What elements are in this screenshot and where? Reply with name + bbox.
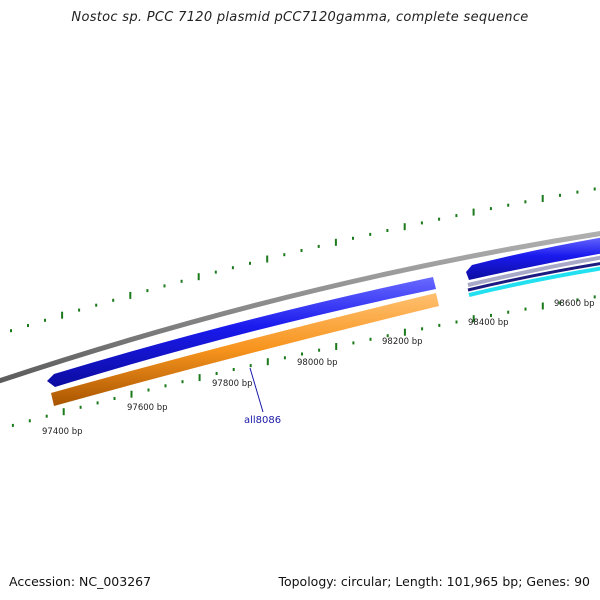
- tick-label-98400: 98400 bp: [468, 318, 509, 328]
- outer-tick: [266, 255, 269, 263]
- outer-tick: [180, 279, 183, 283]
- outer-tick: [369, 232, 372, 236]
- sequence-backbone: [0, 231, 600, 384]
- inner-tick: [181, 380, 184, 384]
- outer-tick: [420, 221, 423, 225]
- inner-tick: [352, 341, 355, 345]
- inner-tick: [386, 334, 389, 338]
- inner-tick: [45, 414, 48, 418]
- inner-tick: [249, 364, 252, 368]
- inner-tick: [455, 320, 458, 324]
- outer-tick: [386, 229, 389, 232]
- cds-feature-all8086[interactable]: [51, 293, 439, 406]
- outer-tick: [27, 324, 29, 327]
- outer-tick: [146, 289, 149, 293]
- inner-tick: [198, 374, 201, 382]
- outer-tick: [197, 273, 200, 281]
- inner-tick: [215, 372, 218, 375]
- inner-tick-ruler: [11, 295, 596, 427]
- inner-tick: [369, 337, 372, 341]
- accession-label: Accession: NC_003267: [9, 574, 152, 589]
- inner-tick: [79, 405, 82, 409]
- inner-tick: [96, 401, 99, 405]
- gene-label-all8086[interactable]: all8086: [244, 415, 281, 426]
- tick-label-97600: 97600 bp: [127, 403, 168, 413]
- inner-tick: [438, 323, 441, 327]
- tick-label-98000: 98000 bp: [297, 358, 338, 368]
- inner-tick: [335, 343, 338, 350]
- tick-label-97400: 97400 bp: [42, 427, 83, 437]
- tick-label-97800: 97800 bp: [212, 379, 253, 389]
- inner-tick: [490, 313, 492, 317]
- inner-tick: [559, 301, 562, 305]
- outer-tick: [455, 214, 458, 218]
- outer-tick: [559, 193, 561, 197]
- gene-feature-right[interactable]: [466, 236, 600, 280]
- outer-tick: [112, 298, 115, 302]
- outer-tick: [352, 236, 354, 240]
- outer-tick: [507, 203, 510, 207]
- inner-tick: [541, 302, 544, 310]
- outer-tick: [489, 207, 492, 211]
- outer-tick: [95, 303, 98, 307]
- outer-tick: [61, 311, 64, 319]
- inner-tick: [524, 307, 527, 311]
- feature-right-grey: [467, 255, 600, 287]
- gene-feature-all8086[interactable]: [47, 277, 436, 387]
- inner-tick: [318, 348, 321, 352]
- outer-tick: [576, 190, 579, 194]
- inner-tick: [301, 352, 303, 356]
- outer-tick: [593, 187, 596, 191]
- inner-tick: [130, 390, 133, 398]
- inner-tick: [266, 358, 269, 366]
- inner-tick: [507, 310, 510, 314]
- inner-tick: [164, 384, 167, 388]
- inner-tick: [62, 408, 65, 416]
- inner-tick: [11, 423, 14, 427]
- outer-tick: [438, 217, 441, 221]
- inner-tick: [593, 295, 596, 299]
- outer-tick: [317, 244, 320, 248]
- outer-tick: [231, 266, 234, 270]
- topology-summary: Topology: circular; Length: 101,965 bp; …: [278, 574, 590, 589]
- inner-tick: [147, 388, 150, 392]
- outer-tick-ruler: [10, 187, 596, 333]
- outer-tick: [524, 200, 527, 204]
- inner-tick: [232, 368, 235, 371]
- map-title: Nostoc sp. PCC 7120 plasmid pCC7120gamma…: [71, 10, 529, 25]
- outer-tick: [78, 308, 81, 312]
- outer-tick: [249, 261, 251, 265]
- outer-tick: [214, 270, 217, 274]
- outer-tick: [129, 291, 132, 299]
- inner-tick: [472, 315, 475, 323]
- inner-tick: [113, 397, 116, 400]
- outer-tick: [283, 253, 286, 257]
- inner-tick: [283, 356, 286, 360]
- inner-tick: [576, 298, 579, 302]
- outer-tick: [334, 238, 337, 246]
- outer-tick: [44, 318, 46, 322]
- tick-labels: 97400 bp 97600 bp 97800 bp 98000 bp 98200 bp…: [42, 299, 595, 437]
- outer-tick: [163, 284, 166, 288]
- inner-tick: [403, 328, 406, 336]
- outer-tick: [403, 223, 406, 231]
- outer-tick: [541, 195, 544, 202]
- gene-label-leader: [249, 367, 264, 413]
- outer-tick: [10, 329, 12, 333]
- outer-tick: [300, 249, 303, 252]
- tick-label-98200: 98200 bp: [382, 337, 423, 347]
- feature-right-navy: [467, 262, 600, 292]
- tick-label-98600: 98600 bp: [554, 299, 595, 309]
- outer-tick: [472, 208, 475, 216]
- inner-tick: [421, 327, 424, 331]
- inner-tick: [28, 419, 31, 423]
- feature-right-cyan: [468, 266, 600, 297]
